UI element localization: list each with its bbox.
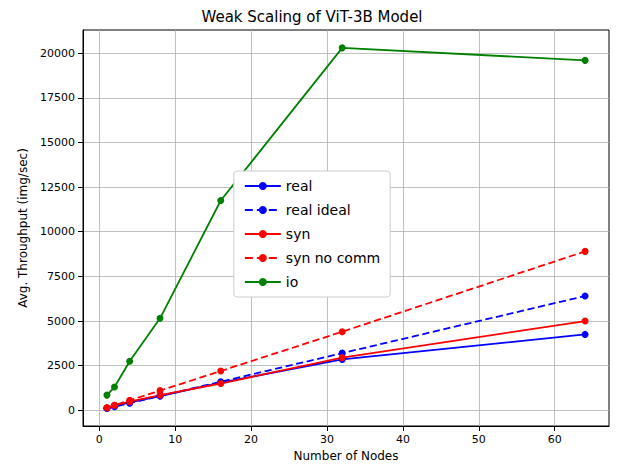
svg-text:10: 10 <box>168 433 182 446</box>
svg-text:syn no comm: syn no comm <box>286 250 380 266</box>
svg-text:2500: 2500 <box>47 359 75 372</box>
svg-text:7500: 7500 <box>47 270 75 283</box>
svg-text:0: 0 <box>96 433 103 446</box>
svg-text:syn: syn <box>286 226 310 242</box>
svg-text:10000: 10000 <box>40 225 75 238</box>
svg-text:12500: 12500 <box>40 181 75 194</box>
svg-text:Weak Scaling of ViT-3B Model: Weak Scaling of ViT-3B Model <box>201 8 422 26</box>
svg-text:io: io <box>286 274 298 290</box>
svg-text:0: 0 <box>68 404 75 417</box>
svg-text:40: 40 <box>396 433 410 446</box>
svg-text:60: 60 <box>548 433 562 446</box>
svg-text:17500: 17500 <box>40 91 75 104</box>
svg-text:real ideal: real ideal <box>286 202 351 218</box>
svg-text:15000: 15000 <box>40 136 75 149</box>
svg-text:20000: 20000 <box>40 47 75 60</box>
svg-text:20: 20 <box>244 433 258 446</box>
svg-text:30: 30 <box>320 433 334 446</box>
svg-text:5000: 5000 <box>47 315 75 328</box>
svg-text:real: real <box>286 178 313 194</box>
svg-text:Number of Nodes: Number of Nodes <box>294 449 399 463</box>
svg-text:Avg. Throughput (img/sec): Avg. Throughput (img/sec) <box>16 148 30 308</box>
svg-text:50: 50 <box>472 433 486 446</box>
